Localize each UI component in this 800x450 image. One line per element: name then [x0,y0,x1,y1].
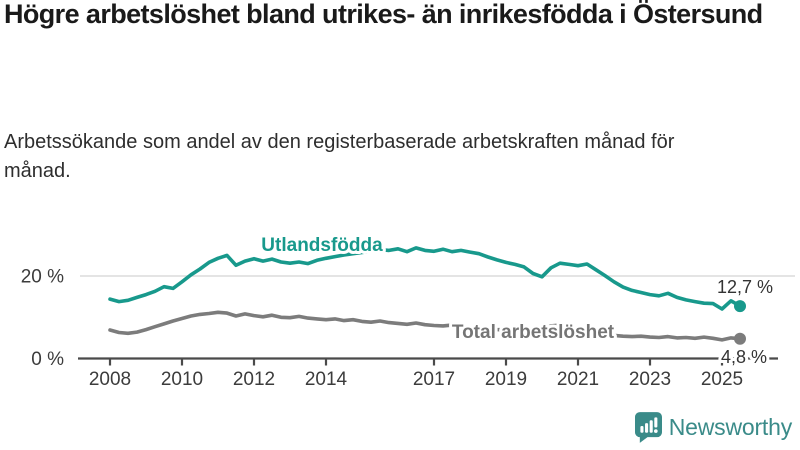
x-tick-label-2008: 2008 [89,369,131,390]
series-end-value-0: 12,7 % [717,277,773,297]
series-end-value-1: 4,8 % [721,347,767,367]
x-tick-label-2025: 2025 [701,369,743,390]
x-tick-label-2017: 2017 [413,369,455,390]
newsworthy-wordmark: Newsworthy [668,414,792,440]
series-end-dot-1 [734,332,746,345]
x-tick-label-2014: 2014 [305,369,348,390]
series-end-value-0-halo: 12,7 % [717,277,773,297]
series-end-dot-0 [734,300,746,313]
y-tick-label-20: 20 % [21,267,64,288]
series-label-0: Utlandsfödda [261,235,383,256]
page-subtitle: Arbetssökande som andel av den registerb… [4,131,675,182]
x-tick-label-2012: 2012 [233,369,275,390]
newsworthy-logo[interactable]: Newsworthy [634,412,792,443]
series-label-1: Total arbetslöshet [452,322,615,343]
series-line-1 [108,310,742,342]
y-tick-label-0: 0 % [31,349,64,370]
series-line-0 [108,246,742,311]
newsworthy-icon [634,412,662,443]
footer: Newsworthy [634,412,792,443]
series-end-value-1-halo: 4,8 % [721,347,767,367]
x-tick-label-2010: 2010 [161,369,203,390]
page-title: Högre arbetslöshet bland utrikes- än inr… [4,0,763,29]
x-tick-label-2019: 2019 [485,369,527,390]
x-tick-label-2021: 2021 [557,369,599,390]
x-tick-label-2023: 2023 [629,369,671,390]
series-label-0-halo: Utlandsfödda [261,235,383,256]
series-label-1-halo: Total arbetslöshet [452,322,615,343]
